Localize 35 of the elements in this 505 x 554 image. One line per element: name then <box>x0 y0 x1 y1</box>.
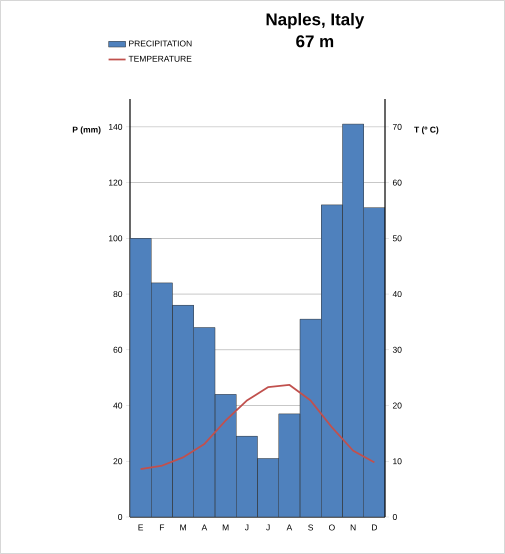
x-tick-label: J <box>244 524 248 530</box>
y2-tick-label: 70 <box>392 124 402 130</box>
y-axis-title: P (mm) <box>72 126 101 134</box>
x-tick-label: A <box>202 524 208 530</box>
x-tick-label: M <box>222 524 228 530</box>
x-tick-label: M <box>180 524 186 530</box>
y2-tick-label: 10 <box>393 458 402 464</box>
y-tick-label: 60 <box>114 346 122 353</box>
x-tick-label: D <box>372 524 378 530</box>
chart-subtitle: 67 m <box>296 35 334 48</box>
x-tick-label: A <box>286 524 292 530</box>
y-tick-label: 140 <box>109 124 122 130</box>
y2-axis-title: T (º C) <box>414 126 438 134</box>
line-series <box>140 384 376 470</box>
x-tick-label: O <box>328 524 335 530</box>
x-tick-label: S <box>308 524 314 530</box>
x-tick-label: F <box>160 524 164 530</box>
y2-tick-label: 30 <box>392 346 402 353</box>
x-tick-label: J <box>266 524 270 530</box>
y-tick-label: 100 <box>109 235 122 242</box>
y2-tick-label: 50 <box>392 235 402 242</box>
y-tick-label: 120 <box>109 180 122 186</box>
x-tick-label: N <box>350 524 356 530</box>
y-tick-label: 20 <box>114 458 122 464</box>
x-tick-label: E <box>138 524 144 530</box>
legend-label: PRECIPITATION <box>129 40 192 46</box>
chart-title: Naples, Italy <box>266 12 364 29</box>
y2-tick-label: 20 <box>392 402 402 409</box>
y2-tick-label: 60 <box>392 180 402 186</box>
y2-tick-label: 0 <box>392 514 397 520</box>
y-tick-label: 40 <box>113 402 122 409</box>
y-tick-label: 80 <box>113 291 122 298</box>
legend-label: TEMPERATURE <box>128 56 192 62</box>
y2-tick-label: 40 <box>392 291 402 298</box>
y-tick-label: 0 <box>118 514 122 520</box>
